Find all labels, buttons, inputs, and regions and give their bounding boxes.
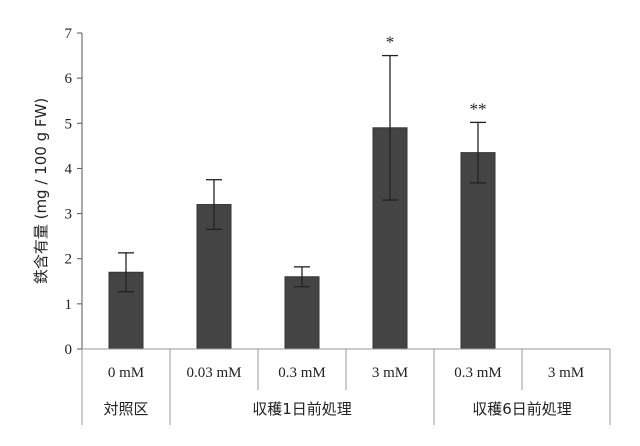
group-label: 収穫1日前処理 — [252, 400, 352, 418]
x-tick-label: 0 mM — [108, 365, 144, 381]
category-table: 0 mM 0.03 mM 0.3 mM 3 mM 0.3 mM 3 mM 対照区 収穫1日前処… — [82, 349, 610, 425]
y-axis: 0 1 2 3 4 5 6 7 — [65, 26, 83, 358]
x-tick-label: 0.3 mM — [454, 365, 502, 381]
y-tick-label: 7 — [65, 26, 73, 42]
y-tick-label: 4 — [65, 161, 73, 177]
y-tick-label: 0 — [65, 342, 73, 358]
y-axis-label: 鉄含有量 (mg / 100 g FW) — [32, 98, 50, 284]
bar — [285, 277, 319, 349]
group-label: 収穫6日前処理 — [472, 400, 572, 418]
significance-marker: ** — [470, 99, 487, 118]
x-tick-label: 3 mM — [372, 365, 408, 381]
significance-marker: * — [386, 33, 395, 52]
x-tick-label: 0.3 mM — [278, 365, 326, 381]
y-tick-label: 6 — [65, 71, 73, 87]
group-label: 対照区 — [103, 400, 148, 418]
y-tick-label: 2 — [65, 252, 73, 268]
y-tick-label: 1 — [65, 297, 73, 313]
x-tick-label: 0.03 mM — [186, 365, 241, 381]
bars: *** — [109, 33, 495, 349]
x-tick-label: 3 mM — [548, 365, 584, 381]
y-tick-label: 5 — [65, 116, 73, 132]
y-tick-label: 3 — [65, 207, 73, 223]
